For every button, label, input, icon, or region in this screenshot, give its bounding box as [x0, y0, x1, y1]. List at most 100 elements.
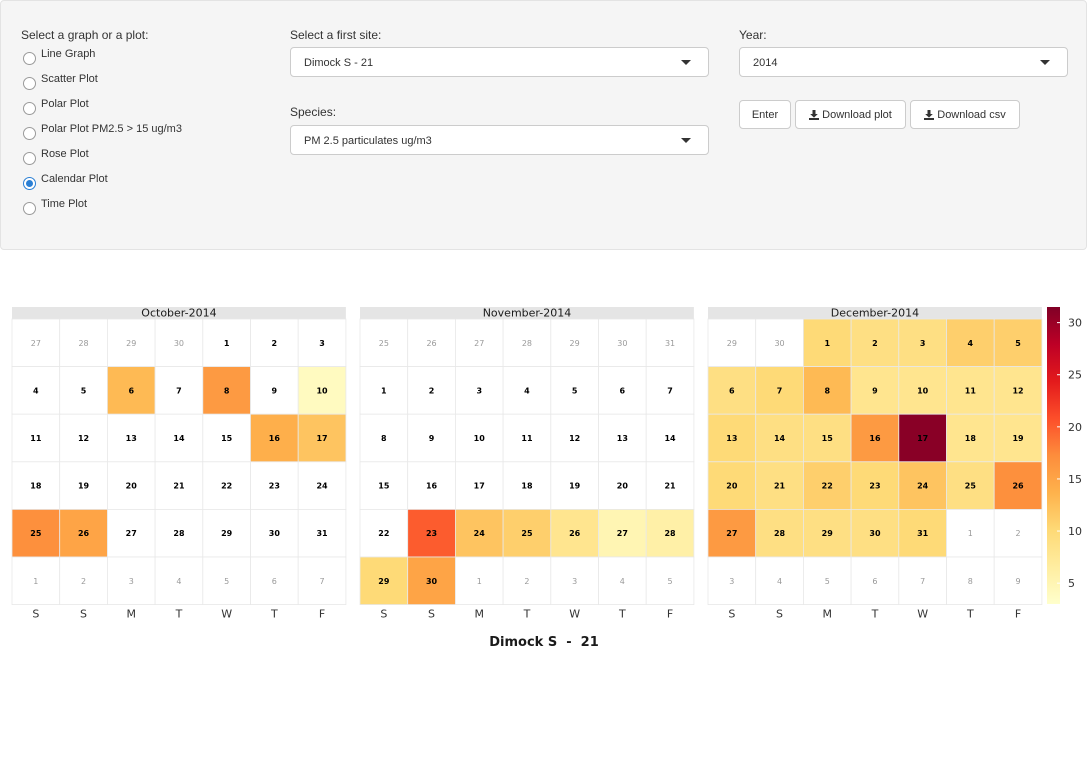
- day-number: 5: [572, 386, 578, 395]
- day-number: 23: [426, 529, 437, 538]
- calendar-cell: [993, 508, 1043, 558]
- calendar-cell: [803, 318, 852, 367]
- calendar-cell: [550, 461, 599, 510]
- calendar-cell: [755, 556, 804, 605]
- day-number: 7: [176, 386, 182, 395]
- radio-button[interactable]: [23, 202, 36, 215]
- calendar-cell: [297, 366, 347, 415]
- day-number: 31: [665, 339, 675, 348]
- calendar-cell: [407, 318, 456, 367]
- weekday-label: T: [523, 608, 531, 621]
- calendar-cell: [250, 556, 299, 605]
- calendar-cell: [598, 366, 647, 415]
- calendar-cell: [297, 556, 347, 605]
- day-number: 6: [729, 386, 735, 395]
- colorbar-tick-label: 10: [1068, 525, 1082, 538]
- site-select-value: Dimock S - 21: [304, 57, 374, 69]
- day-number: 25: [965, 482, 977, 491]
- calendar-cell: [645, 508, 695, 558]
- site-label: Select a first site:: [290, 28, 382, 42]
- day-number: 19: [1012, 434, 1024, 443]
- calendar-cell: [707, 413, 757, 463]
- download-plot-button[interactable]: Download plot: [795, 100, 906, 129]
- radio-button[interactable]: [23, 102, 36, 115]
- day-number: 1: [477, 577, 482, 586]
- radio-label: Polar Plot PM2.5 > 15 ug/m3: [41, 123, 182, 135]
- calendar-cell: [407, 508, 456, 558]
- weekday-label: T: [966, 608, 974, 621]
- day-number: 9: [1016, 577, 1021, 586]
- calendar-cell: [454, 413, 504, 463]
- species-select[interactable]: PM 2.5 particulates ug/m3: [290, 125, 709, 155]
- species-label: Species:: [290, 105, 337, 119]
- calendar-cell: [803, 366, 852, 415]
- calendar-cell: [59, 318, 108, 367]
- day-number: 22: [822, 482, 833, 491]
- day-number: 15: [822, 434, 834, 443]
- calendar-cell: [707, 461, 757, 510]
- calendar-cell: [946, 413, 995, 463]
- day-number: 3: [729, 577, 734, 586]
- day-number: 3: [476, 386, 482, 395]
- day-number: 28: [522, 339, 532, 348]
- calendar-cell: [550, 413, 599, 463]
- day-number: 3: [319, 339, 325, 348]
- day-number: 11: [30, 434, 42, 443]
- day-number: 18: [965, 434, 977, 443]
- day-number: 23: [869, 482, 880, 491]
- calendar-cell: [803, 556, 852, 605]
- day-number: 4: [176, 577, 181, 586]
- day-number: 19: [78, 482, 90, 491]
- radio-button-selected[interactable]: [23, 177, 36, 190]
- calendar-cell: [11, 366, 61, 415]
- day-number: 25: [521, 529, 533, 538]
- day-number: 24: [474, 529, 486, 538]
- site-select[interactable]: Dimock S - 21: [290, 47, 709, 77]
- day-number: 20: [126, 482, 138, 491]
- calendar-cell: [107, 508, 156, 558]
- calendar-cell: [993, 461, 1043, 510]
- calendar-cell: [645, 413, 695, 463]
- weekday-label: S: [80, 608, 87, 621]
- day-number: 21: [173, 482, 185, 491]
- calendar-cell: [803, 413, 852, 463]
- day-number: 6: [272, 577, 277, 586]
- calendar-cell: [803, 508, 852, 558]
- colorbar-tick-label: 20: [1068, 421, 1082, 434]
- radio-button[interactable]: [23, 77, 36, 90]
- day-number: 8: [224, 386, 230, 395]
- day-number: 23: [269, 482, 280, 491]
- radio-button[interactable]: [23, 127, 36, 140]
- calendar-cell: [755, 413, 804, 463]
- calendar-cell: [359, 461, 409, 510]
- calendar-cell: [250, 318, 299, 367]
- day-number: 25: [30, 529, 42, 538]
- day-number: 7: [667, 386, 673, 395]
- calendar-cell: [250, 366, 299, 415]
- year-select[interactable]: 2014: [739, 47, 1068, 77]
- day-number: 14: [774, 434, 786, 443]
- caret-down-icon: [681, 60, 691, 65]
- calendar-cell: [107, 413, 156, 463]
- download-csv-button[interactable]: Download csv: [910, 100, 1020, 129]
- calendar-cell: [154, 318, 204, 367]
- day-number: 26: [569, 529, 581, 538]
- calendar-cell: [755, 366, 804, 415]
- weekday-label: T: [270, 608, 278, 621]
- day-number: 30: [869, 529, 881, 538]
- calendar-cell: [850, 508, 900, 558]
- day-number: 29: [221, 529, 233, 538]
- calendar-cell: [993, 413, 1043, 463]
- calendar-cell: [502, 366, 552, 415]
- year-select-value: 2014: [753, 57, 778, 69]
- day-number: 2: [272, 339, 278, 348]
- month-title: November-2014: [483, 307, 571, 320]
- species-select-value: PM 2.5 particulates ug/m3: [304, 135, 432, 147]
- calendar-cell: [898, 318, 947, 367]
- download-plot-label: Download plot: [822, 108, 892, 121]
- enter-button[interactable]: Enter: [739, 100, 791, 129]
- radio-button[interactable]: [23, 152, 36, 165]
- calendar-cell: [407, 461, 456, 510]
- calendar-cell: [202, 556, 251, 605]
- radio-button[interactable]: [23, 52, 36, 65]
